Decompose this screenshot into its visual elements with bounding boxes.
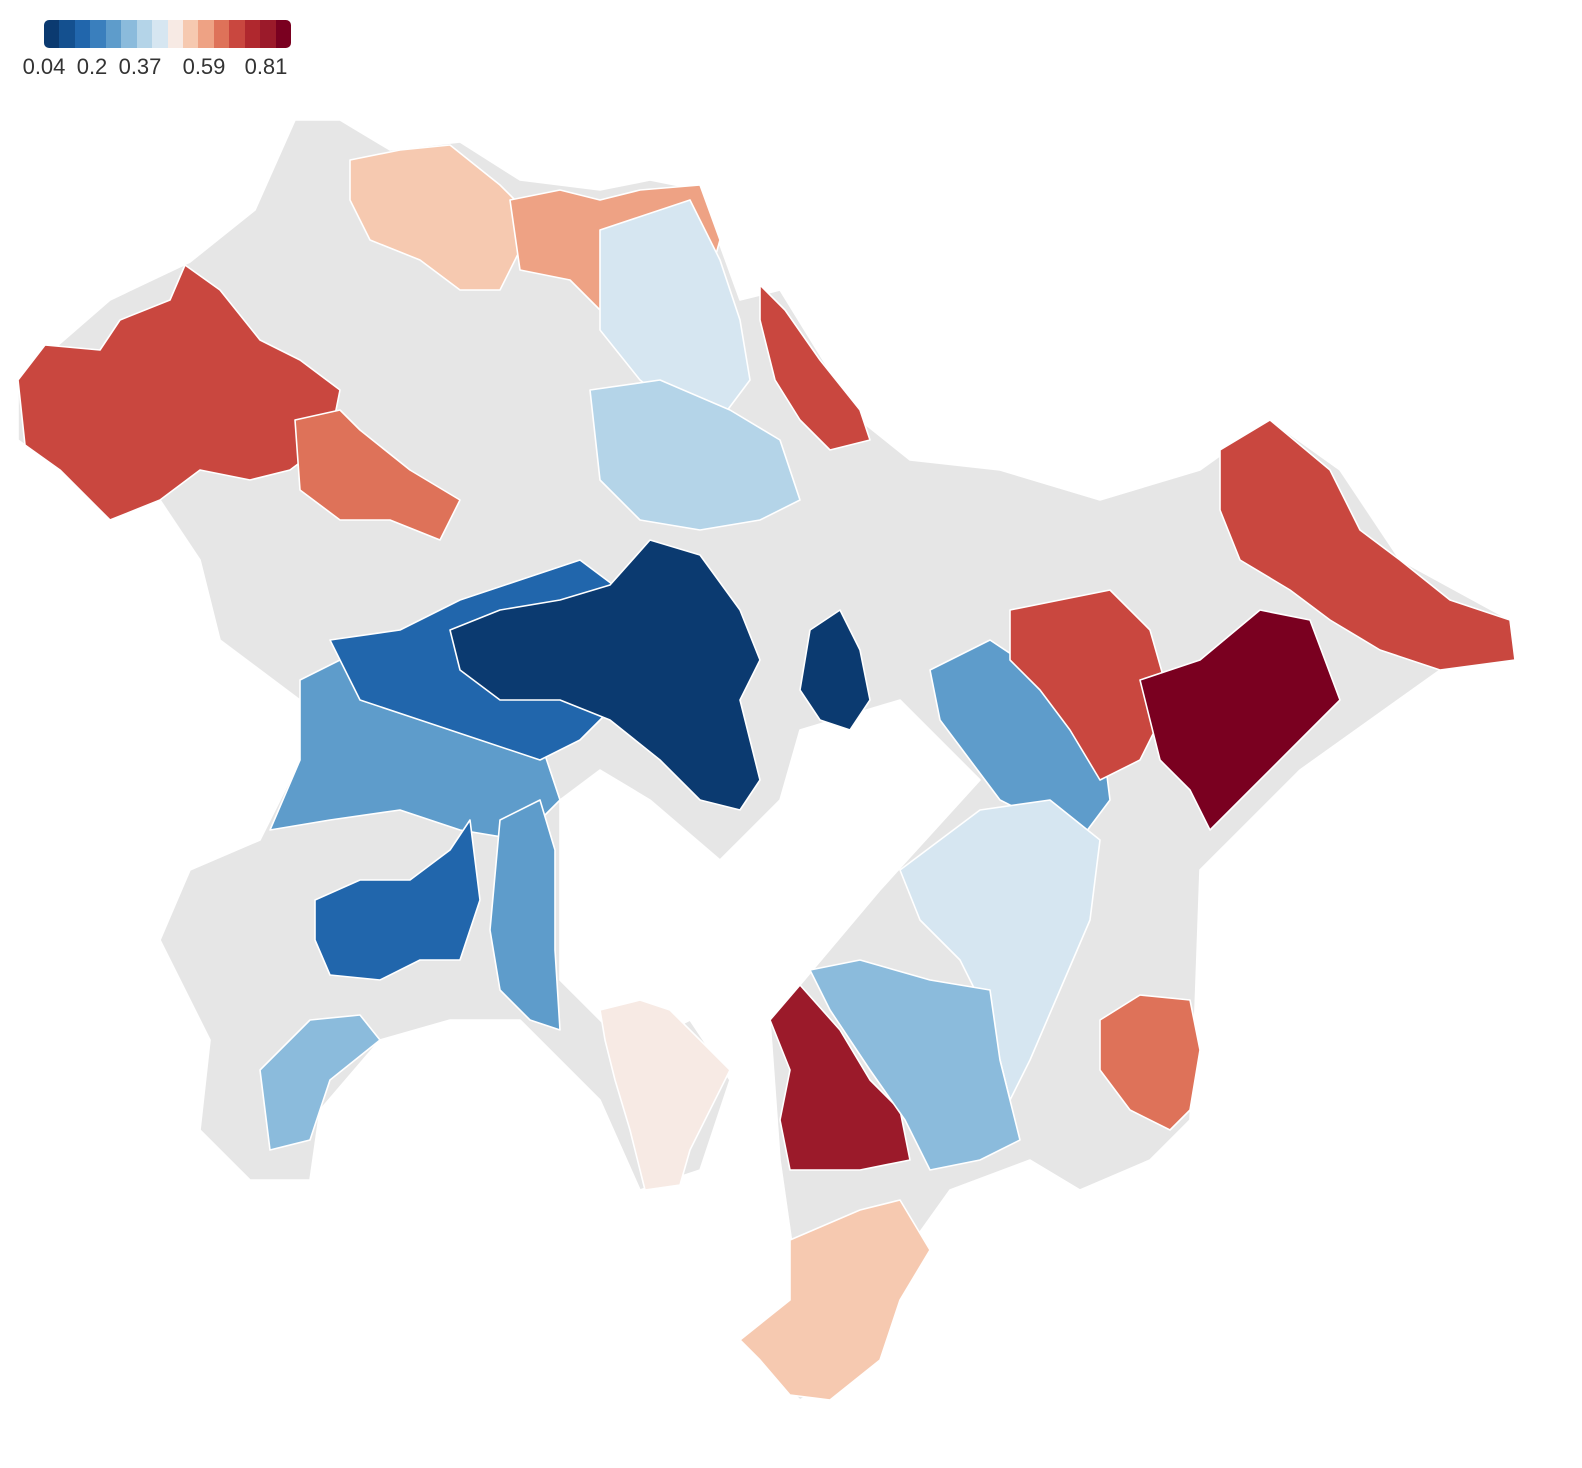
region-east-coast-red bbox=[1219, 419, 1516, 671]
region-east-red bbox=[1009, 589, 1171, 781]
legend-tick-4: 0.81 bbox=[244, 54, 288, 79]
region-boso-center-light bbox=[809, 959, 1021, 1171]
legend-color-bar bbox=[44, 20, 291, 48]
legend-swatch-15 bbox=[275, 20, 291, 48]
region-north-east-strip bbox=[759, 284, 871, 451]
region-central-pale bbox=[589, 379, 801, 531]
region-urban-core-dark bbox=[449, 539, 761, 811]
legend-swatch-5 bbox=[121, 20, 137, 48]
legend-tick-2: 0.37 bbox=[118, 54, 162, 79]
color-legend: 0.04 0.2 0.37 0.59 0.81 bbox=[20, 18, 300, 80]
legend-swatch-6 bbox=[136, 20, 153, 48]
legend-swatch-11 bbox=[213, 20, 230, 48]
region-north-central-a bbox=[349, 144, 521, 291]
legend-tick-0: 0.04 bbox=[22, 54, 66, 79]
legend-swatch-12 bbox=[229, 20, 245, 48]
region-peninsula-west-blue bbox=[489, 799, 561, 1031]
legend-swatch-1 bbox=[59, 20, 75, 48]
legend-swatch-0 bbox=[44, 20, 60, 48]
legend-tick-3: 0.59 bbox=[182, 54, 226, 79]
region-west-mountains bbox=[17, 264, 341, 521]
region-north-pale bbox=[599, 199, 751, 421]
legend-swatch-14 bbox=[260, 20, 276, 48]
legend-swatch-8 bbox=[167, 20, 183, 48]
legend-swatch-9 bbox=[182, 20, 199, 48]
legend-swatch-7 bbox=[152, 20, 168, 48]
legend-swatch-10 bbox=[198, 20, 214, 48]
legend-swatch-4 bbox=[105, 20, 122, 48]
region-boso-south bbox=[739, 1199, 931, 1401]
region-bay-east-dark bbox=[799, 609, 871, 731]
region-boso-west-dark bbox=[769, 984, 911, 1171]
region-far-east-dark bbox=[1139, 609, 1341, 831]
region-boso-east-red bbox=[1099, 994, 1201, 1131]
region-south-west-blue bbox=[314, 819, 481, 981]
region-miura-peninsula bbox=[599, 999, 731, 1191]
legend-tick-1: 0.2 bbox=[76, 54, 108, 79]
legend-swatch-13 bbox=[244, 20, 261, 48]
region-northwest-hills bbox=[294, 409, 461, 541]
legend-swatch-3 bbox=[90, 20, 106, 48]
region-south-west-light bbox=[259, 1014, 381, 1151]
legend-swatch-2 bbox=[74, 20, 91, 48]
region-south-pale bbox=[899, 799, 1101, 1101]
